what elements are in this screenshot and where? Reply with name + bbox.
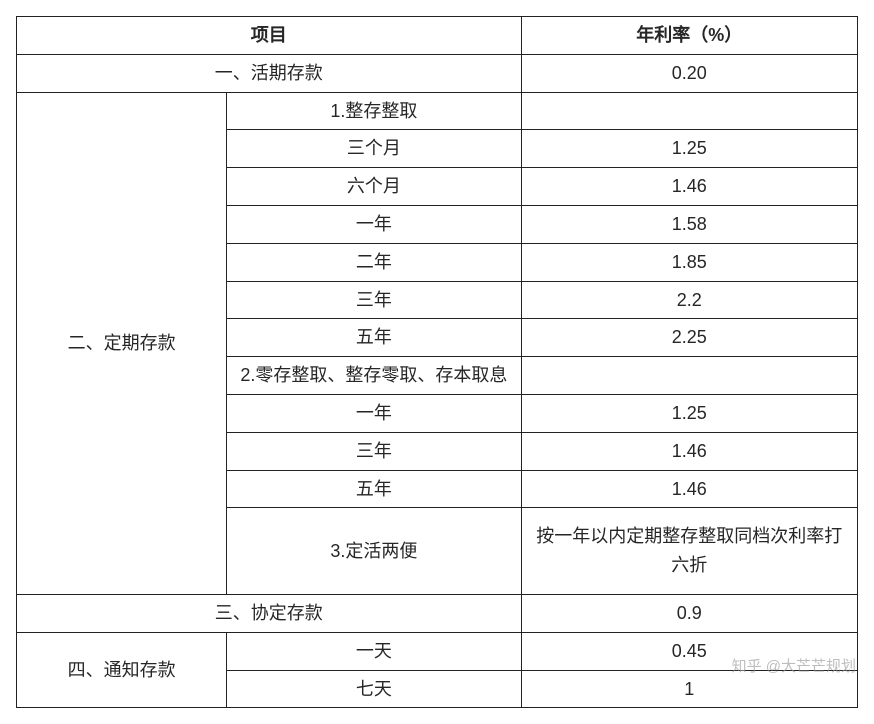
rate-cell: 2.25 xyxy=(521,319,857,357)
rate-cell: 1.85 xyxy=(521,243,857,281)
term-cell: 三个月 xyxy=(227,130,521,168)
table-header-row: 项目 年利率（%） xyxy=(17,17,858,55)
term-cell: 一年 xyxy=(227,205,521,243)
rate-cell: 1 xyxy=(521,670,857,708)
interest-rate-table: 项目 年利率（%） 一、活期存款 0.20 二、定期存款 1.整存整取 三个月 … xyxy=(16,16,858,708)
term-cell: 六个月 xyxy=(227,168,521,206)
table-row: 二、定期存款 1.整存整取 xyxy=(17,92,858,130)
header-item: 项目 xyxy=(17,17,522,55)
header-rate: 年利率（%） xyxy=(521,17,857,55)
term-cell: 二年 xyxy=(227,243,521,281)
term-cell: 三年 xyxy=(227,432,521,470)
rate-cell: 1.58 xyxy=(521,205,857,243)
term-cell: 七天 xyxy=(227,670,521,708)
term-cell: 五年 xyxy=(227,319,521,357)
table-row: 四、通知存款 一天 0.45 xyxy=(17,632,858,670)
rate-cell: 2.2 xyxy=(521,281,857,319)
rate-cell: 1.46 xyxy=(521,432,857,470)
rate-cell: 1.25 xyxy=(521,394,857,432)
term-cell: 五年 xyxy=(227,470,521,508)
section-3-title: 三、协定存款 xyxy=(17,594,522,632)
section-1-rate: 0.20 xyxy=(521,54,857,92)
section-1-title: 一、活期存款 xyxy=(17,54,522,92)
rate-cell: 1.46 xyxy=(521,168,857,206)
section-4-title: 四、通知存款 xyxy=(17,632,227,708)
rate-cell: 1.46 xyxy=(521,470,857,508)
group-3-title: 3.定活两便 xyxy=(227,508,521,595)
section-3-row: 三、协定存款 0.9 xyxy=(17,594,858,632)
section-3-rate: 0.9 xyxy=(521,594,857,632)
group-1-title: 1.整存整取 xyxy=(227,92,521,130)
term-cell: 一年 xyxy=(227,394,521,432)
group-3-note: 按一年以内定期整存整取同档次利率打六折 xyxy=(521,508,857,595)
term-cell: 一天 xyxy=(227,632,521,670)
group-2-rate-blank xyxy=(521,357,857,395)
section-1-row: 一、活期存款 0.20 xyxy=(17,54,858,92)
section-2-title: 二、定期存款 xyxy=(17,92,227,594)
group-1-rate-blank xyxy=(521,92,857,130)
rate-cell: 0.45 xyxy=(521,632,857,670)
group-2-title: 2.零存整取、整存零取、存本取息 xyxy=(227,357,521,395)
term-cell: 三年 xyxy=(227,281,521,319)
rate-cell: 1.25 xyxy=(521,130,857,168)
